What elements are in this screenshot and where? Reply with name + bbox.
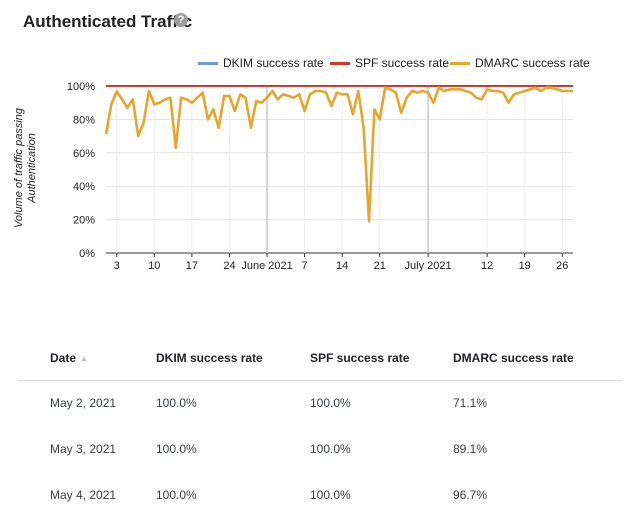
y-tick-label: 100%	[67, 81, 95, 93]
cell-dkim: 100.0%	[156, 442, 197, 456]
y-tick-label: 40%	[73, 181, 95, 193]
cell-dmarc: 96.7%	[453, 488, 488, 502]
cell-spf: 100.0%	[310, 442, 351, 456]
x-tick-label: 21	[374, 260, 386, 272]
cell-spf: 100.0%	[310, 396, 351, 410]
x-tick-label: 24	[223, 260, 235, 272]
x-tick-label: 12	[481, 260, 493, 272]
x-tick-label: 10	[148, 260, 160, 272]
legend-swatch-dmarc	[450, 62, 470, 65]
table-row: May 3, 2021 100.0% 100.0% 89.1%	[18, 428, 622, 472]
cell-date: May 4, 2021	[50, 488, 117, 502]
cell-dmarc: 89.1%	[453, 442, 488, 456]
help-icon[interactable]: ?	[174, 13, 188, 27]
page-title: Authenticated Traffic	[23, 12, 193, 31]
x-tick-label: July 2021	[405, 260, 452, 272]
cell-date: May 2, 2021	[50, 396, 117, 410]
header-date-label: Date	[50, 351, 77, 365]
cell-dmarc: 71.1%	[453, 396, 488, 410]
cell-spf: 100.0%	[310, 488, 351, 502]
legend-label-dkim: DKIM success rate	[223, 56, 324, 70]
sort-ascending-icon: ▲	[80, 354, 88, 363]
y-tick-label: 20%	[73, 215, 95, 227]
header-dmarc[interactable]: DMARC success rate	[453, 351, 574, 365]
x-tick-label: 14	[336, 260, 348, 272]
line-chart: 0% 20% 40% 60% 80% 100% 3 10 17 24 June 2021 7 14 21 J…	[67, 81, 573, 272]
x-tick-label: 7	[302, 260, 308, 272]
legend-label-dmarc: DMARC success rate	[475, 56, 590, 70]
header-dkim[interactable]: DKIM success rate	[156, 351, 263, 365]
x-tick-label: 26	[556, 260, 568, 272]
y-tick-label: 60%	[73, 148, 95, 160]
cell-dkim: 100.0%	[156, 488, 197, 502]
y-tick-label: 80%	[73, 114, 95, 126]
header-date[interactable]: Date ▲	[50, 351, 88, 365]
table-row: May 4, 2021 100.0% 100.0% 96.7%	[18, 474, 622, 518]
series-line-dmarc	[104, 86, 573, 223]
table-row: May 2, 2021 100.0% 100.0% 71.1%	[18, 382, 622, 426]
cell-date: May 3, 2021	[50, 442, 117, 456]
x-tick-label: June 2021	[241, 260, 292, 272]
x-tick-label: 3	[114, 260, 120, 272]
x-tick-label: 17	[186, 260, 198, 272]
legend-swatch-dkim	[198, 62, 218, 65]
header-spf[interactable]: SPF success rate	[310, 351, 410, 365]
y-tick-label: 0%	[79, 248, 95, 260]
legend-label-spf: SPF success rate	[355, 56, 450, 70]
table-header: Date ▲ DKIM success rate SPF success rate…	[18, 340, 622, 381]
x-tick-label: 19	[519, 260, 531, 272]
legend-swatch-spf	[330, 62, 350, 65]
cell-dkim: 100.0%	[156, 396, 197, 410]
